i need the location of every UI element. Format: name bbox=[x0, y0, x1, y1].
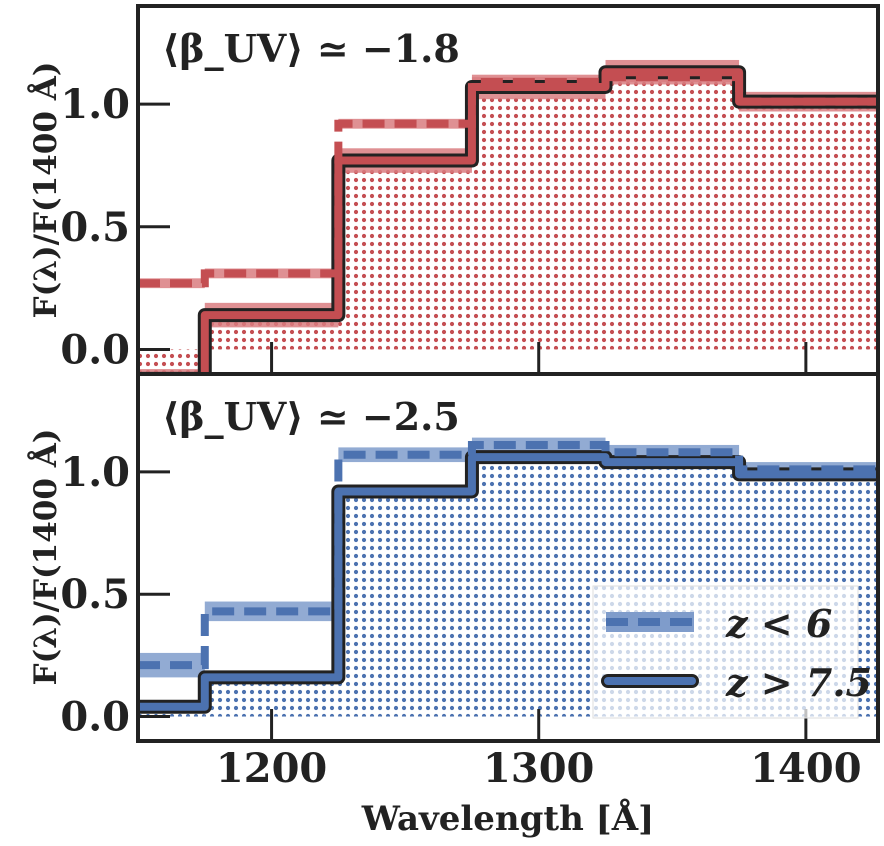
error-band-bottom-dashed-1 bbox=[204, 601, 339, 622]
y-axis-label-top: F(λ)/F(1400 Å) bbox=[26, 62, 64, 319]
legend-label-z-gt-7-5: z > 7.5 bbox=[725, 660, 872, 705]
xtick-label-0: 1200 bbox=[216, 745, 327, 792]
xtick-label-2: 1400 bbox=[750, 745, 861, 792]
legend-box bbox=[592, 585, 859, 719]
step-line-bottom-dashed bbox=[138, 440, 878, 670]
ytick-label-top-2: 1.0 bbox=[60, 81, 130, 128]
fill-bin-bottom-2 bbox=[338, 491, 472, 717]
legend: z < 6 z > 7.5 bbox=[592, 585, 872, 719]
fill-bin-top-2 bbox=[338, 160, 472, 350]
x-axis-label: Wavelength [Å] bbox=[361, 798, 655, 839]
step-line-top-dashed bbox=[138, 73, 878, 288]
error-band-top-solid-0 bbox=[138, 369, 205, 374]
bottom-panel-frame bbox=[136, 372, 880, 743]
ytick-label-bottom-0: 0.0 bbox=[60, 694, 130, 741]
fill-bin-bottom-3 bbox=[471, 457, 606, 717]
y-axis-label-bottom: F(λ)/F(1400 Å) bbox=[26, 429, 64, 686]
error-band-bottom-dashed-2 bbox=[338, 447, 472, 463]
ytick-label-bottom-1: 0.5 bbox=[60, 571, 130, 618]
beta-annotation-bottom: ⟨β_UV⟩ ≃ −2.5 bbox=[162, 394, 460, 439]
ytick-label-top-1: 0.5 bbox=[60, 204, 130, 251]
ytick-label-bottom-2: 1.0 bbox=[60, 449, 130, 496]
fill-bin-top-3 bbox=[471, 86, 606, 350]
top-panel: 0.0 0.5 1.0 ⟨β_UV⟩ ≃ −1.8 F(λ)/F(1400 Å) bbox=[26, 26, 878, 374]
fill-bin-top-5 bbox=[739, 101, 878, 350]
legend-label-z-lt-6: z < 6 bbox=[725, 601, 832, 646]
ytick-label-top-0: 0.0 bbox=[60, 326, 130, 373]
fill-bin-top-4 bbox=[605, 72, 740, 350]
xtick-label-1: 1300 bbox=[483, 745, 594, 792]
beta-annotation-top: ⟨β_UV⟩ ≃ −1.8 bbox=[162, 26, 460, 71]
